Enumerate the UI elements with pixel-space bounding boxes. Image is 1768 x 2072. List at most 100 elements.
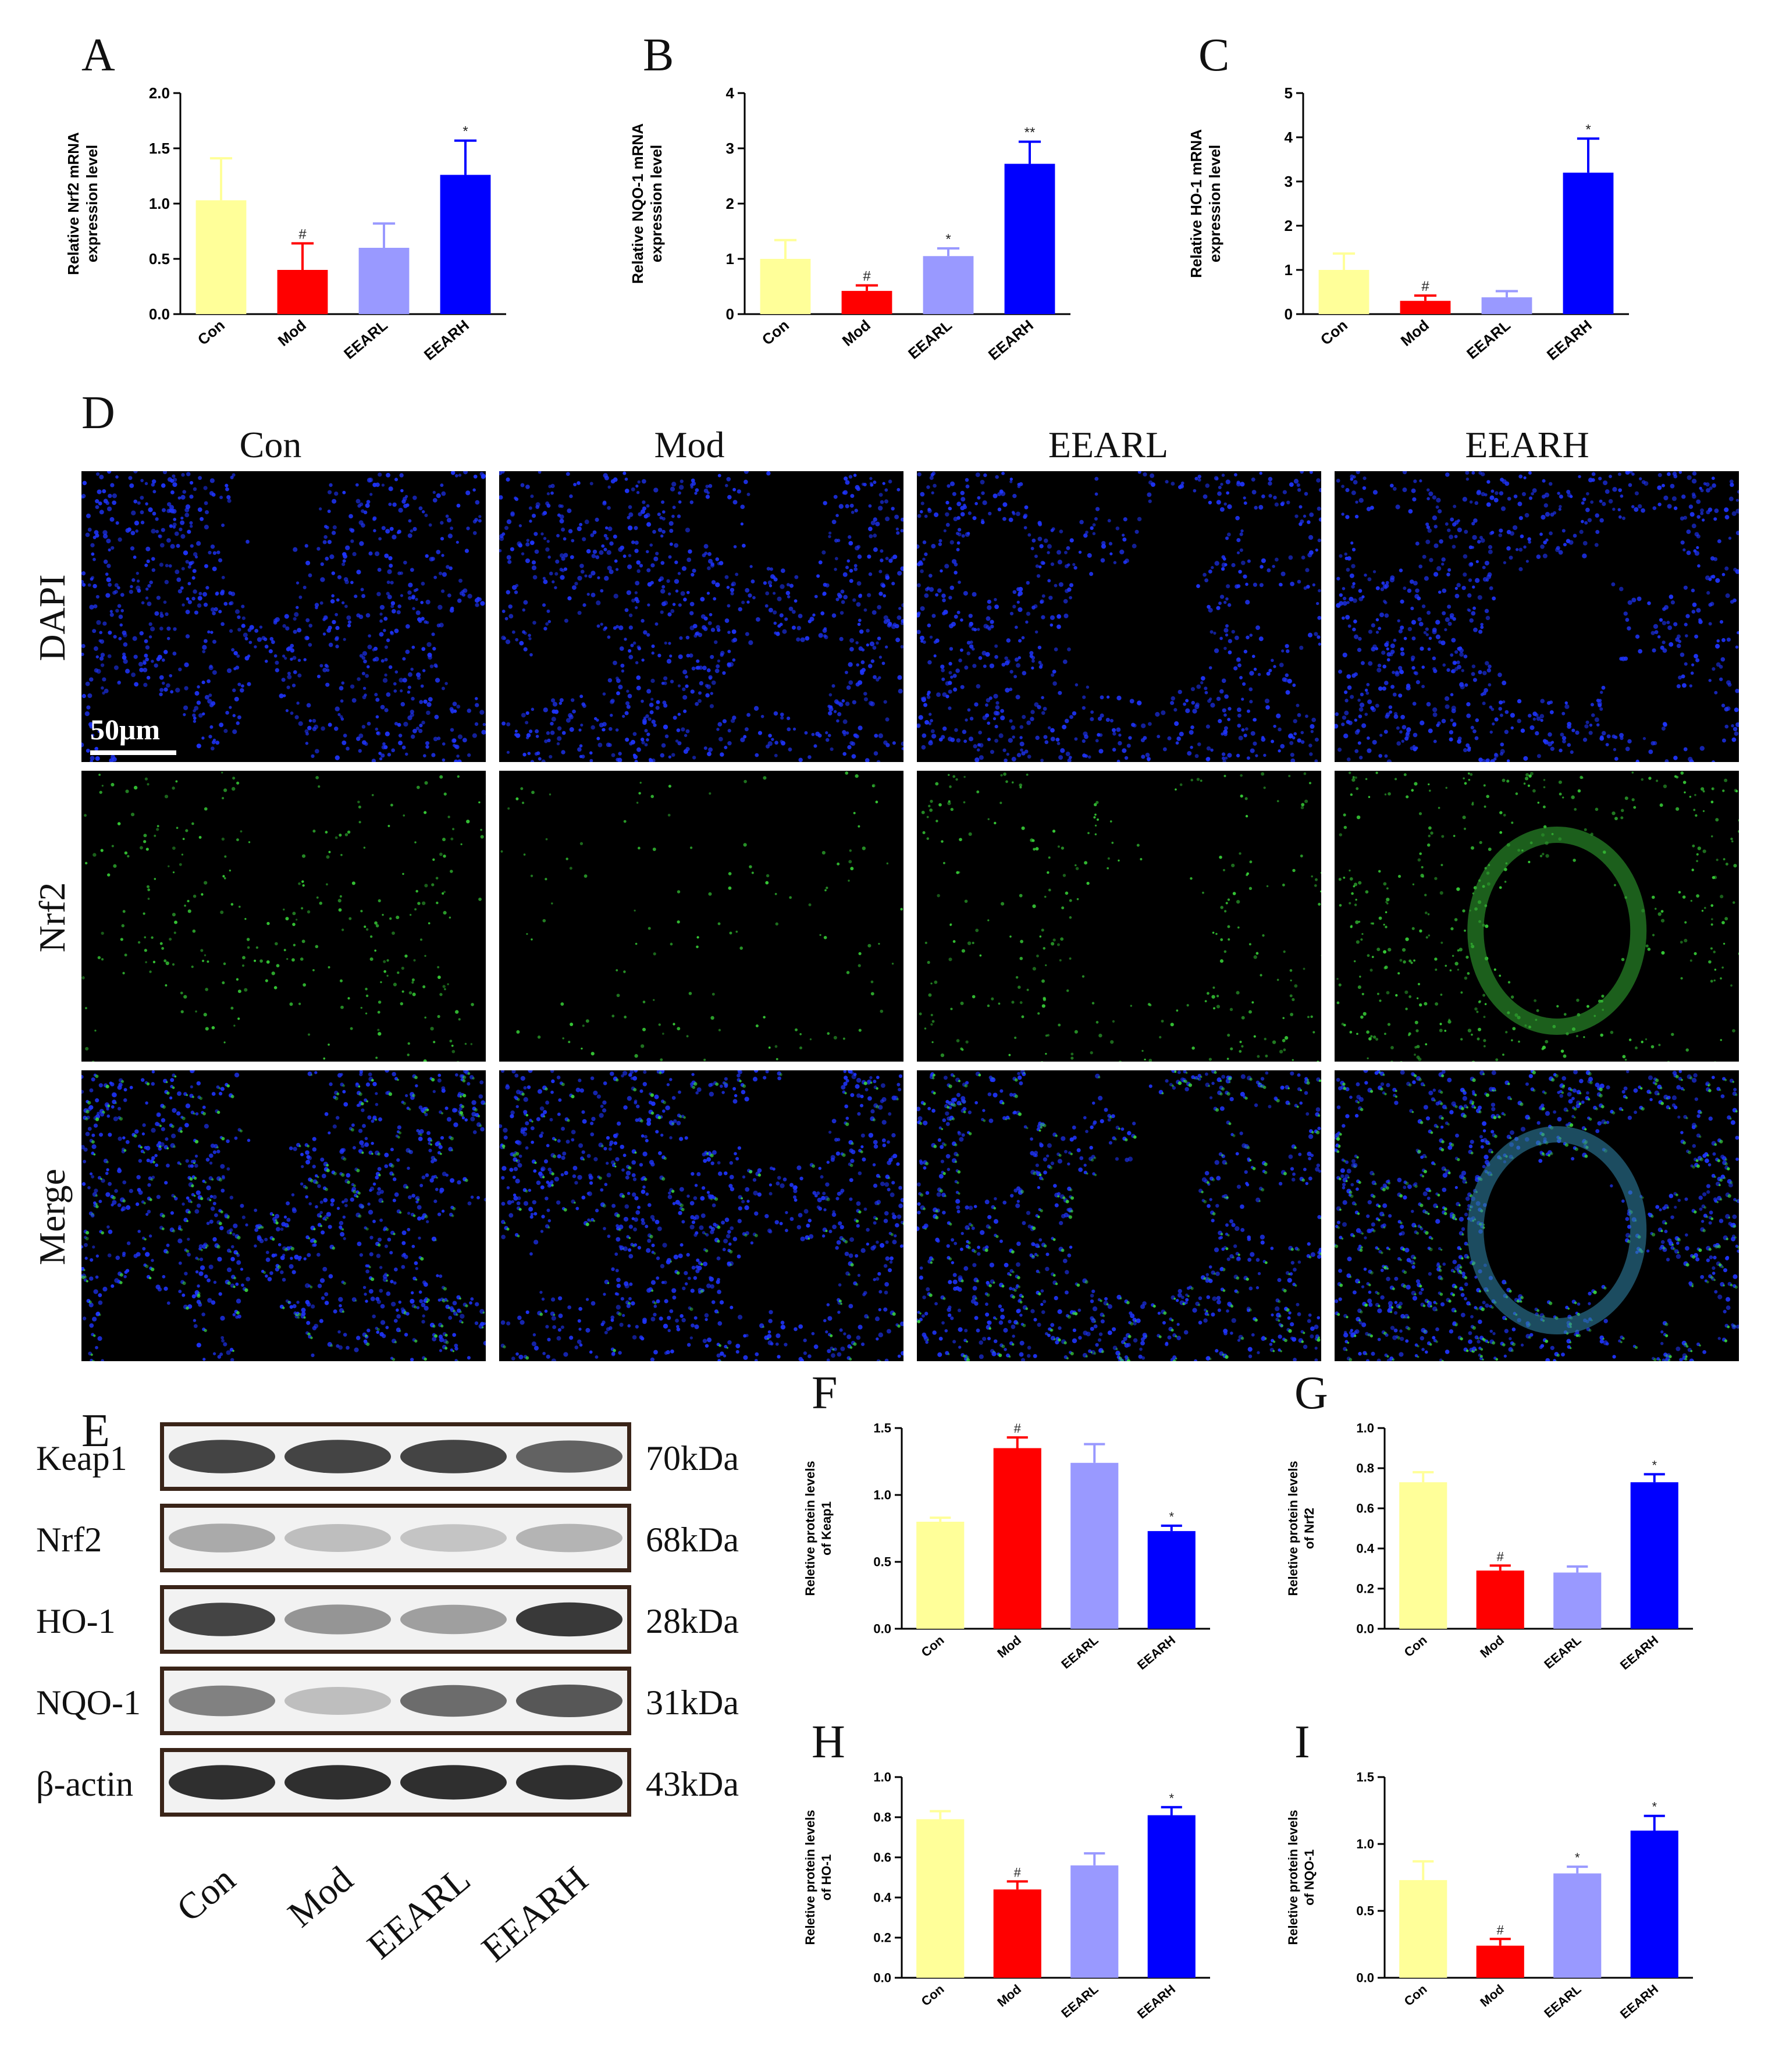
x-tick-label-eearh: EEARH — [1543, 316, 1595, 364]
blot-band-strip — [160, 1422, 631, 1491]
x-tick-label-eearh: EEARH — [421, 316, 472, 364]
blot-band — [284, 1524, 392, 1552]
y-tick-label: 0.4 — [1356, 1541, 1374, 1556]
y-tick-label: 0.2 — [873, 1931, 891, 1945]
y-axis-label-line-0: Relative Nrf2 mRNA — [65, 132, 82, 275]
y-axis-label-line-0: Relative HO-1 mRNA — [1187, 129, 1205, 278]
blot-band — [284, 1765, 392, 1800]
panel-letter-e: E — [81, 1405, 110, 1457]
panel-letter-i: I — [1294, 1717, 1310, 1768]
blot-protein-label: Nrf2 — [36, 1521, 102, 1559]
bar-eearh — [1630, 1831, 1678, 1978]
x-tick-label-con: Con — [1317, 316, 1351, 348]
x-tick-label-eearl: EEARL — [1058, 1633, 1101, 1672]
micrograph-nrf2-eearh — [1335, 771, 1739, 1062]
x-tick-label-eearl: EEARL — [1058, 1982, 1101, 2021]
micro-row-merge: Merge — [31, 1169, 73, 1265]
significance-mark: ** — [1024, 125, 1036, 141]
blot-band — [168, 1603, 276, 1636]
bar-mod — [841, 291, 892, 314]
micro-column-eearh: EEARH — [1465, 424, 1589, 465]
blot-band — [284, 1687, 392, 1715]
x-tick-label-eearl: EEARL — [1541, 1982, 1584, 2021]
y-tick-label: 3 — [726, 140, 734, 157]
y-tick-label: 0.5 — [1356, 1904, 1374, 1918]
significance-mark: # — [863, 269, 871, 284]
blot-band — [168, 1765, 276, 1800]
bar-mod — [993, 1889, 1041, 1978]
y-tick-label: 2 — [726, 195, 734, 212]
blot-band-strip — [160, 1667, 631, 1735]
blot-band — [515, 1440, 623, 1473]
x-tick-label-mod: Mod — [1477, 1633, 1507, 1661]
significance-mark: * — [463, 124, 468, 140]
bar-eearh — [1147, 1815, 1196, 1978]
blot-lane-label-con: Con — [169, 1858, 243, 1930]
blot-protein-label: NQO-1 — [36, 1683, 141, 1722]
scale-bar — [90, 750, 176, 755]
micro-column-eearl: EEARL — [1048, 424, 1169, 465]
blot-band — [400, 1685, 507, 1717]
bar-con — [195, 200, 247, 314]
y-tick-label: 0 — [726, 305, 734, 323]
bar-eearh — [1004, 163, 1055, 314]
blot-lane-label-eearl: EEARL — [359, 1858, 478, 1967]
blot-band — [168, 1440, 276, 1473]
x-tick-label-eearl: EEARL — [1463, 316, 1514, 363]
y-axis-label-line-1: expression level — [1206, 145, 1223, 262]
y-tick-label: 1.0 — [873, 1770, 891, 1785]
y-tick-label: 0 — [1285, 305, 1293, 323]
y-tick-label: 0.2 — [1356, 1582, 1374, 1596]
y-tick-label: 1.5 — [149, 140, 170, 157]
bar-eearl — [1553, 1572, 1602, 1629]
x-tick-label-con: Con — [919, 1633, 947, 1660]
y-axis-label-line-0: Reletive protein levels — [1286, 1810, 1300, 1945]
panel-letter-a: A — [81, 30, 115, 81]
micro-row-nrf2: Nrf2 — [31, 882, 73, 953]
bar-chart-f: Reletive protein levels of Keap1 0.0 0.5 1.0… — [803, 1421, 1210, 1672]
y-axis-label-line-1: of Keap1 — [819, 1501, 834, 1555]
bar-con — [1399, 1880, 1447, 1978]
y-tick-label: 1 — [1285, 261, 1293, 279]
y-tick-label: 1 — [726, 250, 734, 268]
x-tick-label-eearh: EEARH — [1617, 1633, 1661, 1673]
x-tick-label-eearl: EEARL — [1541, 1633, 1584, 1672]
scale-bar-label: 50μm — [90, 713, 160, 746]
y-axis-label-line-1: expression level — [83, 145, 101, 262]
y-tick-label: 0.5 — [873, 1555, 891, 1569]
y-tick-label: 1.0 — [149, 195, 170, 212]
micro-column-mod: Mod — [654, 424, 725, 465]
y-tick-label: 1.0 — [1356, 1421, 1374, 1436]
bar-eearl — [1481, 297, 1532, 314]
micrograph-nrf2-mod — [499, 771, 903, 1062]
x-tick-label-eearh: EEARH — [1134, 1982, 1178, 2022]
y-tick-label: 2.0 — [149, 84, 170, 102]
panel-letter-c: C — [1198, 30, 1230, 81]
y-tick-label: 0.0 — [873, 1971, 891, 1985]
bar-con — [760, 259, 811, 314]
blot-kda-label: 28kDa — [646, 1602, 739, 1640]
bar-chart-g: Reletive protein levels of Nrf2 0.0 0.2 0.4 0… — [1286, 1421, 1693, 1673]
blot-band — [515, 1523, 623, 1553]
x-tick-label-eearl: EEARL — [340, 316, 391, 363]
y-tick-label: 5 — [1285, 84, 1293, 102]
blot-band — [168, 1685, 276, 1717]
y-tick-label: 0.8 — [1356, 1461, 1374, 1476]
blot-protein-label: Keap1 — [36, 1439, 127, 1478]
significance-mark: # — [1497, 1549, 1504, 1564]
blot-band — [400, 1524, 507, 1552]
panel-letter-d: D — [81, 387, 115, 439]
bar-con — [916, 1522, 965, 1629]
x-tick-label-eearl: EEARL — [905, 316, 955, 363]
y-tick-label: 0.0 — [1356, 1622, 1374, 1636]
x-tick-label-con: Con — [194, 316, 228, 348]
bar-mod — [1476, 1570, 1524, 1629]
bar-con — [916, 1819, 965, 1978]
blot-band-strip — [160, 1585, 631, 1654]
bar-eearh — [440, 175, 491, 314]
bar-eearl — [1070, 1865, 1119, 1978]
bar-con — [1318, 270, 1369, 314]
y-axis-label-line-1: of NQO-1 — [1302, 1849, 1317, 1906]
x-tick-label-mod: Mod — [1397, 316, 1432, 350]
y-tick-label: 0.4 — [873, 1891, 891, 1905]
